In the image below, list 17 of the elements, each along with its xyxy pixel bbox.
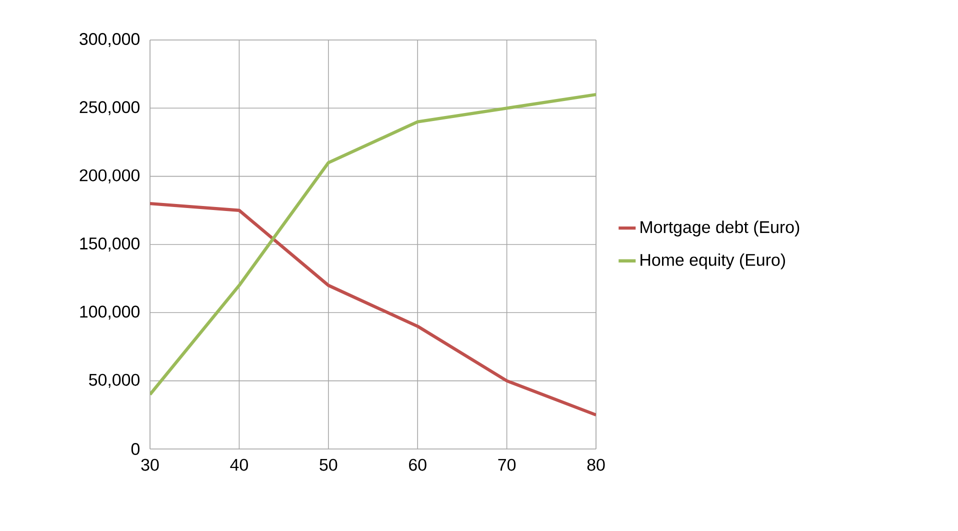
x-tick-label: 70 (498, 458, 516, 471)
y-tick-label: 50,000 (89, 374, 140, 388)
legend-label: Home equity (Euro) (640, 253, 785, 270)
y-tick-label: 300,000 (80, 32, 140, 47)
line-series (150, 202, 596, 416)
x-tick-label: 40 (230, 458, 248, 471)
y-tick-label: 100,000 (80, 306, 140, 320)
y-tick-label: 250,000 (80, 101, 140, 116)
y-tick-label: 150,000 (80, 237, 140, 252)
y-tick-label: 200,000 (80, 169, 140, 184)
x-tick-label: 50 (320, 458, 338, 471)
x-tick-label: 80 (587, 458, 605, 471)
x-tick-label: 60 (409, 458, 426, 471)
x-tick-label: 30 (141, 458, 159, 471)
legend-label: Mortgage debt (Euro) (640, 220, 800, 236)
line-series (150, 92, 596, 396)
y-tick-label: 0 (131, 442, 140, 455)
